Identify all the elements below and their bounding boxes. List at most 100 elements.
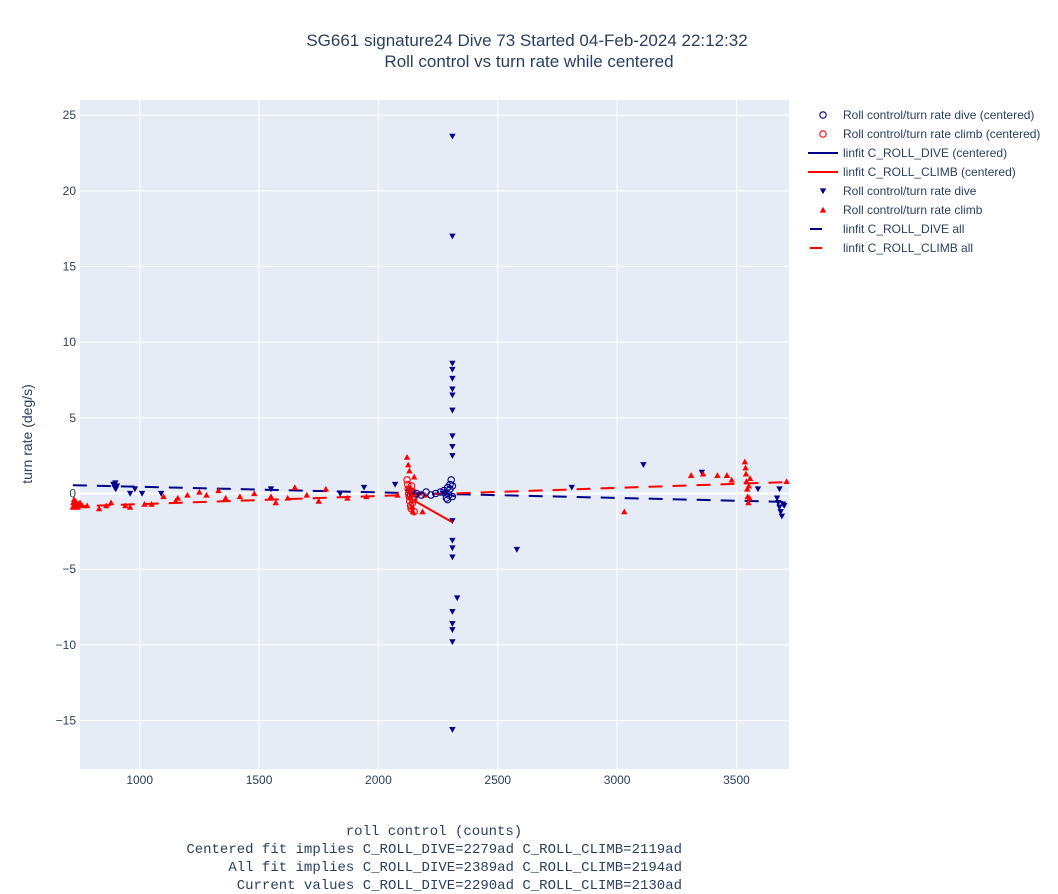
x-axis-note-centered-fit: Centered fit implies C_ROLL_DIVE=2279ad … [186, 842, 682, 858]
legend-marker-swatch [819, 130, 827, 138]
legend-item-roll-control-turn-rate-dive-centered[interactable]: Roll control/turn rate dive (centered) [819, 108, 1035, 122]
legend-item-roll-control-turn-rate-dive[interactable]: Roll control/turn rate dive [819, 184, 977, 198]
fit-line-linfit-c-roll-dive-centered [443, 491, 456, 498]
data-point [449, 608, 456, 615]
legend-item-linfit-c-roll-dive-centered[interactable]: linfit C_ROLL_DIVE (centered) [808, 146, 1007, 160]
data-point [410, 507, 418, 516]
y-tick-label: 5 [69, 411, 76, 425]
data-point [449, 386, 456, 393]
data-point [449, 554, 456, 561]
data-point [621, 508, 628, 515]
data-point [449, 627, 456, 633]
data-point [403, 476, 411, 484]
data-point [344, 494, 351, 501]
data-point [406, 467, 413, 474]
data-point [745, 499, 752, 506]
data-point [443, 495, 452, 504]
data-point [322, 485, 330, 492]
data-point [449, 444, 456, 450]
data-point [783, 478, 790, 485]
data-point [449, 407, 456, 414]
x-axis-note-current-values: Current values C_ROLL_DIVE=2290ad C_ROLL… [237, 878, 682, 894]
data-point [412, 489, 421, 498]
data-point [172, 497, 179, 504]
y-tick-label: 20 [63, 184, 77, 198]
data-point [409, 495, 418, 504]
data-point [122, 502, 129, 509]
data-point [363, 493, 370, 500]
data-point [148, 500, 155, 507]
legend-label: Roll control/turn rate dive [843, 184, 977, 198]
data-point [315, 497, 322, 504]
data-point [419, 508, 426, 515]
data-point [74, 503, 81, 510]
data-point [103, 502, 110, 509]
data-point [303, 491, 310, 498]
data-point [184, 491, 191, 498]
legend-item-linfit-c-roll-dive-all[interactable]: linfit C_ROLL_DIVE all [810, 222, 964, 236]
data-point [267, 486, 275, 493]
data-point [291, 484, 299, 491]
chart-subtitle: Roll control vs turn rate while centered [384, 52, 673, 71]
data-point [449, 545, 456, 552]
data-point [449, 621, 456, 627]
legend-marker-swatch [819, 111, 827, 119]
data-point [112, 480, 119, 487]
data-point [746, 494, 753, 501]
data-point [449, 360, 456, 367]
data-point [83, 502, 91, 509]
data-point [746, 475, 754, 481]
chart-title: SG661 signature24 Dive 73 Started 04-Feb… [306, 31, 747, 50]
data-point [742, 470, 750, 477]
data-point [640, 462, 647, 468]
legend-item-roll-control-turn-rate-climb-centered[interactable]: Roll control/turn rate climb (centered) [819, 127, 1041, 141]
series-roll-control-turn-rate-dive [110, 133, 788, 733]
data-point [449, 727, 456, 733]
data-point [138, 490, 146, 497]
data-point [405, 461, 412, 468]
data-point [698, 469, 706, 476]
data-point [781, 503, 788, 509]
data-point [215, 487, 222, 494]
grid-lines [80, 100, 789, 769]
data-point [449, 392, 456, 399]
legend-item-roll-control-turn-rate-climb[interactable]: Roll control/turn rate climb [819, 203, 983, 217]
data-point [79, 502, 86, 509]
data-point [453, 595, 461, 602]
legend-item-linfit-c-roll-climb-centered[interactable]: linfit C_ROLL_CLIMB (centered) [808, 165, 1016, 179]
data-point [776, 486, 783, 493]
legend-label: linfit C_ROLL_DIVE (centered) [843, 146, 1007, 160]
data-point [157, 490, 165, 497]
data-point [714, 472, 721, 478]
data-point [449, 537, 456, 544]
x-axis-title: roll control (counts) [346, 824, 522, 840]
series-linfit-c-roll-dive-centered [443, 491, 456, 498]
data-point [687, 472, 695, 478]
data-point [436, 488, 445, 496]
x-tick-label: 3000 [604, 773, 631, 787]
data-point [754, 486, 762, 493]
data-point [203, 491, 210, 498]
data-point [411, 473, 418, 480]
data-point [69, 503, 77, 510]
y-tick-label: −5 [62, 562, 76, 576]
legend-marker-swatch [819, 206, 827, 213]
x-tick-label: 2000 [365, 773, 392, 787]
legend-item-linfit-c-roll-climb-all[interactable]: linfit C_ROLL_CLIMB all [810, 241, 973, 255]
x-tick-label: 2500 [484, 773, 511, 787]
data-point [391, 481, 399, 488]
data-point [196, 488, 203, 495]
data-point [95, 505, 103, 512]
series-roll-control-turn-rate-climb [69, 454, 790, 515]
tick-labels: 1000 1500 2000 2500 3000 3500 −15 −10 −5 0 5 10 15 20… [56, 108, 751, 787]
y-axis-title: turn rate (deg/s) [19, 384, 35, 484]
data-point [337, 490, 344, 497]
data-point [284, 494, 291, 501]
data-point [174, 494, 182, 501]
legend-label: linfit C_ROLL_DIVE all [843, 222, 964, 236]
data-point [403, 454, 411, 460]
legend-label: linfit C_ROLL_CLIMB all [843, 241, 973, 255]
data-point [131, 486, 139, 493]
legend[interactable]: Roll control/turn rate dive (centered) Ro… [808, 108, 1040, 255]
data-point [449, 233, 456, 240]
